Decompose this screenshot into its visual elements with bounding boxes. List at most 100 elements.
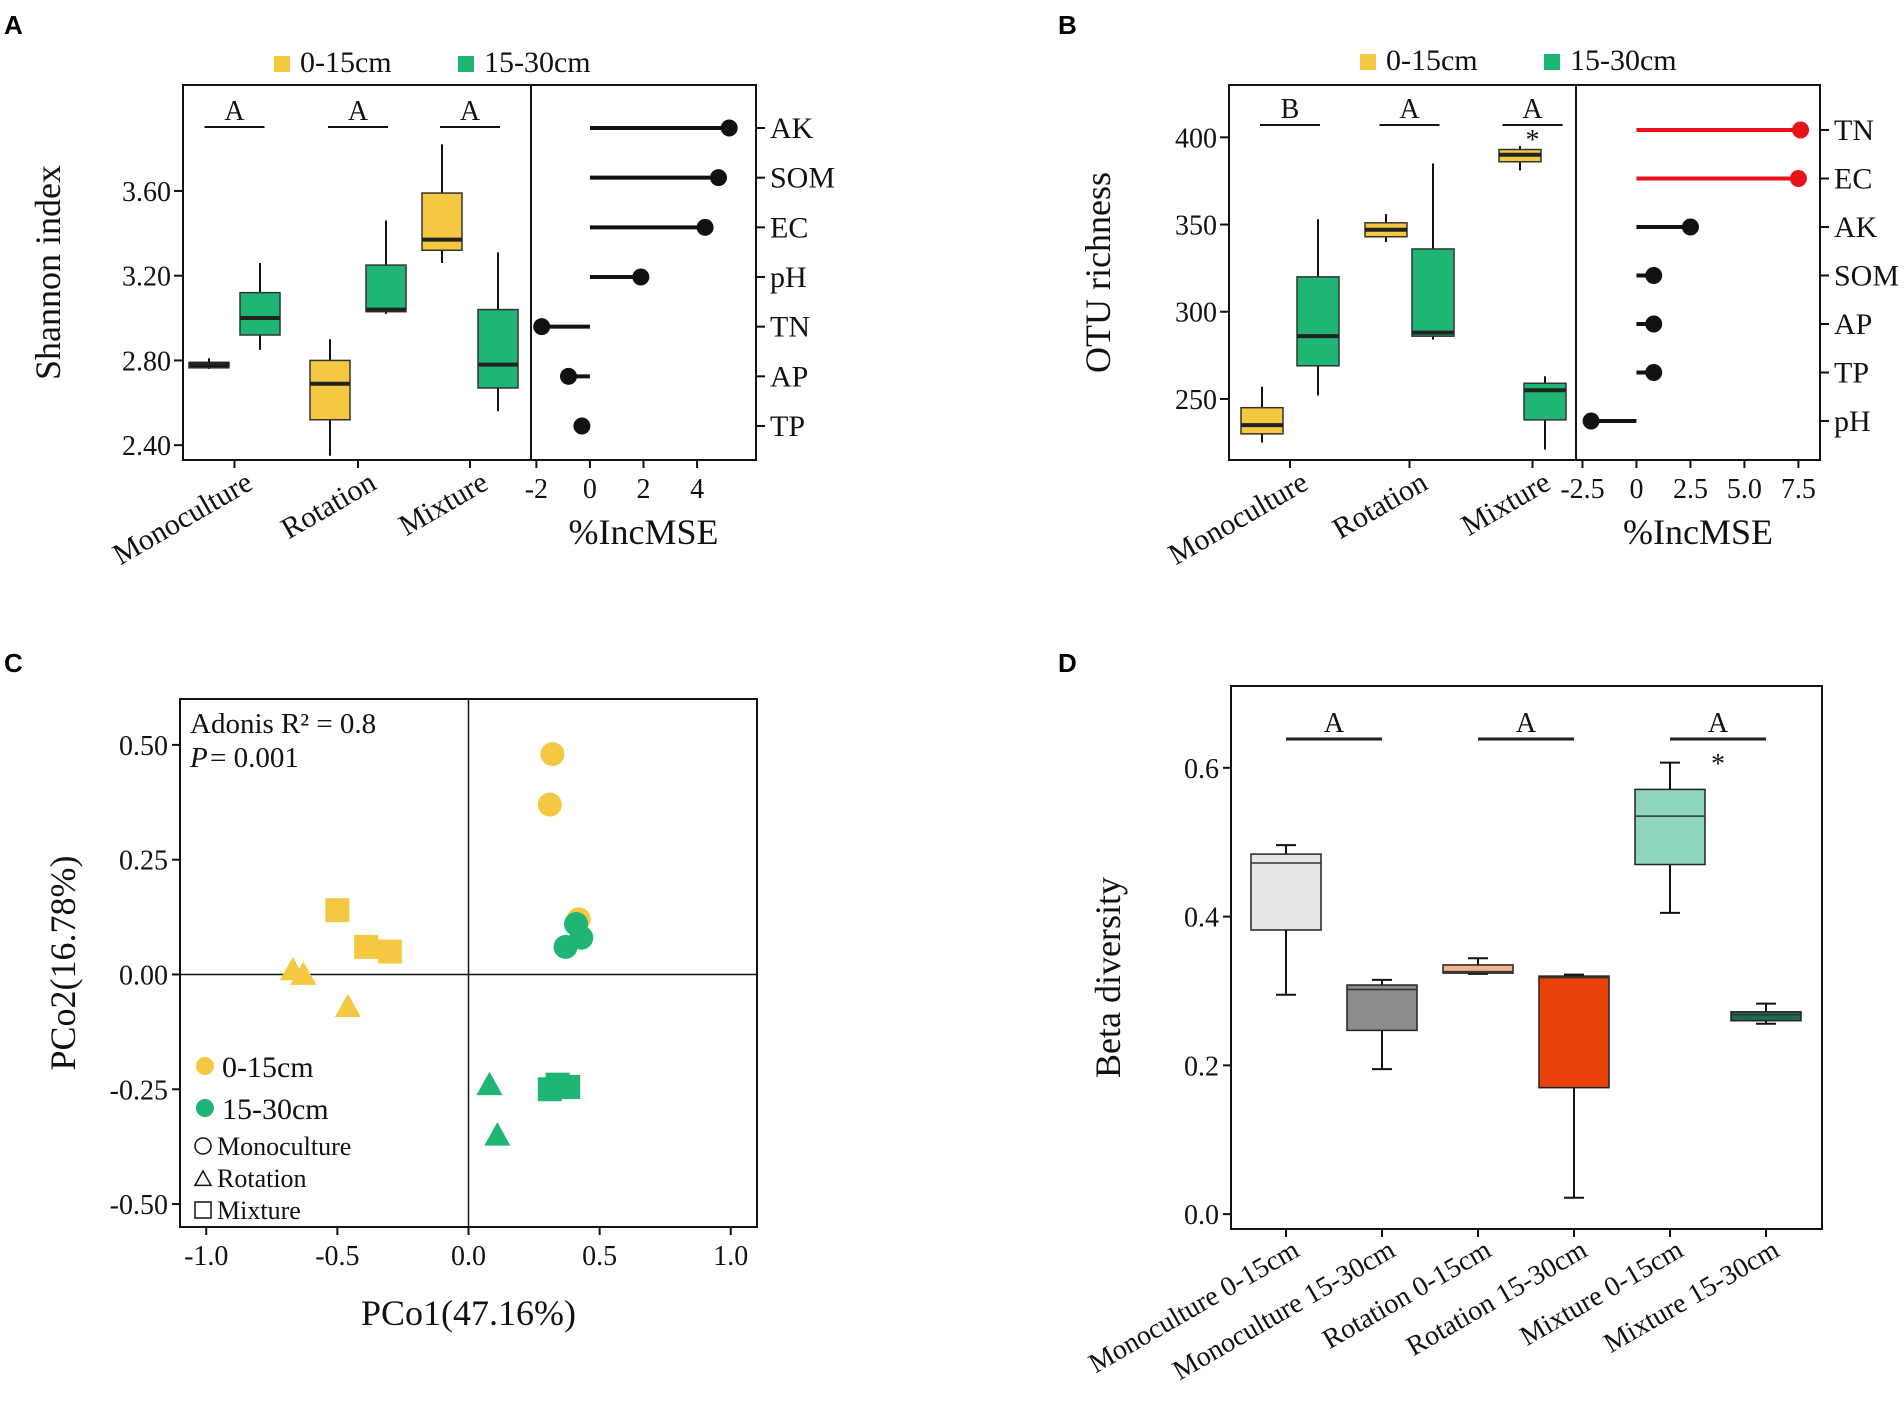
box-3 (1538, 975, 1610, 1089)
plot-frame (1228, 84, 1821, 461)
x-axis-label: PCo1(47.16%) (361, 1293, 576, 1333)
point-triangle-green (476, 1071, 503, 1096)
point-triangle-green (484, 1122, 511, 1146)
y-tick-label: 0.2 (1184, 1051, 1219, 1082)
importance-point-tn (533, 318, 551, 336)
box-monoculture-0-15cm (1240, 406, 1284, 435)
y-tick-label: 0.00 (119, 960, 168, 991)
panel-label-c: C (4, 648, 23, 678)
panel-label-a: A (4, 10, 23, 40)
variable-label: TN (770, 311, 810, 344)
box-mixture-0-15cm (421, 192, 463, 252)
importance-point-som (710, 169, 727, 187)
legend-shape-triangle (193, 1169, 213, 1187)
y-tick-label: 0.4 (1184, 903, 1219, 934)
legend-shape-circle (194, 1137, 212, 1155)
significance-letter: A (1516, 708, 1537, 739)
panel-b: B 0-15cm 15-30cm OTU richness 250 300 350 400 B M… (1058, 10, 1899, 572)
significance-letter: A (1708, 708, 1729, 739)
legend-shape-label: Mixture (217, 1196, 301, 1225)
y-tick-label: 2.40 (122, 431, 171, 462)
y-axis-label: Shannon index (28, 165, 68, 380)
point-circle-green (553, 934, 578, 959)
box-monoculture-15-30cm (1296, 276, 1340, 367)
legend-shape-label: Monoculture (217, 1132, 351, 1161)
panel-label-b: B (1058, 10, 1077, 40)
variable-label: EC (1834, 163, 1872, 196)
point-square-yellow (354, 934, 379, 959)
x-tick-label: 0 (583, 474, 597, 505)
variable-label: EC (770, 211, 808, 244)
x-axis-label: %IncMSE (569, 512, 719, 552)
adonis-r2-text: Adonis R² = 0.8 (190, 708, 376, 740)
significance-letter: A (460, 96, 481, 127)
y-tick-label: -0.25 (110, 1075, 168, 1106)
box-0 (1250, 853, 1322, 931)
significance-letter: A (1324, 708, 1345, 739)
point-square-green (556, 1074, 581, 1099)
category-label: Rotation (276, 465, 382, 545)
legend-label-0: 0-15cm (300, 46, 392, 79)
category-label: Rotation (1327, 465, 1433, 545)
panel-c: C -1.0 -0.5 0.0 0.5 1.0 -0.50 -0.25 0.00 0.25 0.50… (4, 648, 758, 1333)
legend-label-0: 0-15cm (1386, 44, 1478, 77)
y-axis-label: OTU richness (1078, 172, 1118, 373)
y-tick-label: 0.25 (119, 846, 168, 877)
legend-swatch-0 (1360, 54, 1376, 70)
significance-letter: A (1522, 94, 1543, 125)
box-1 (1346, 984, 1418, 1032)
box-mixture-15-30cm (477, 308, 519, 389)
importance-point-tn (1792, 121, 1810, 139)
significance-letter: B (1281, 94, 1300, 125)
importance-point-ec (1789, 170, 1807, 187)
x-tick-label: 1.0 (713, 1241, 748, 1272)
x-tick-label: 0.0 (451, 1241, 486, 1272)
variable-label: TP (1834, 357, 1869, 390)
point-triangle-yellow (334, 993, 361, 1018)
legend-label-1: 15-30cm (1570, 44, 1677, 77)
box-rotation-0-15cm (309, 359, 351, 421)
x-tick-label: -2 (525, 474, 548, 505)
y-tick-label: -0.50 (110, 1190, 168, 1221)
point-circle-yellow (537, 792, 562, 817)
y-tick-label: 350 (1175, 211, 1217, 242)
x-tick-label: 0 (1629, 474, 1643, 505)
importance-point-som (1645, 267, 1663, 284)
category-label: Monoculture (1163, 465, 1314, 571)
importance-point-tp (573, 417, 591, 435)
importance-point-ph (1582, 412, 1600, 430)
importance-point-ec (696, 218, 714, 236)
y-tick-label: 2.80 (122, 346, 171, 377)
y-tick-label: 0.0 (1184, 1200, 1219, 1231)
y-axis-label: Beta diversity (1088, 877, 1128, 1078)
y-axis-label: PCo2(16.78%) (43, 856, 83, 1071)
variable-label: TN (1834, 114, 1874, 147)
importance-point-tp (1645, 364, 1663, 381)
box-rotation-15-30cm (365, 264, 407, 313)
plot-frame (1230, 685, 1823, 1230)
y-tick-label: 250 (1175, 385, 1217, 416)
legend-shape-square (194, 1201, 212, 1219)
box-5 (1730, 1011, 1802, 1022)
category-label: Mixture (393, 465, 493, 542)
x-tick-label: -1.0 (184, 1241, 228, 1272)
panel-a: A 0-15cm 15-30cm Shannon index 2.40 2.80 3.20 3… (4, 10, 835, 572)
variable-label: TP (770, 410, 805, 443)
variable-label: SOM (1834, 260, 1899, 293)
x-tick-label: 2 (637, 474, 651, 505)
x-tick-label: -0.5 (315, 1241, 359, 1272)
legend-label-1: 15-30cm (484, 46, 591, 79)
point-circle-yellow (540, 742, 565, 767)
category-label: Mixture (1456, 465, 1556, 542)
x-tick-label: 2.5 (1673, 474, 1708, 505)
legend-swatch-0 (274, 56, 290, 72)
importance-point-ap (1645, 315, 1663, 333)
point-square-yellow (325, 898, 350, 923)
legend-color-label: 0-15cm (222, 1051, 314, 1084)
x-tick-label: 4 (690, 474, 704, 505)
box-monoculture-15-30cm (239, 291, 281, 336)
legend-swatch-1 (458, 56, 474, 72)
category-label: Monoculture (107, 465, 258, 571)
